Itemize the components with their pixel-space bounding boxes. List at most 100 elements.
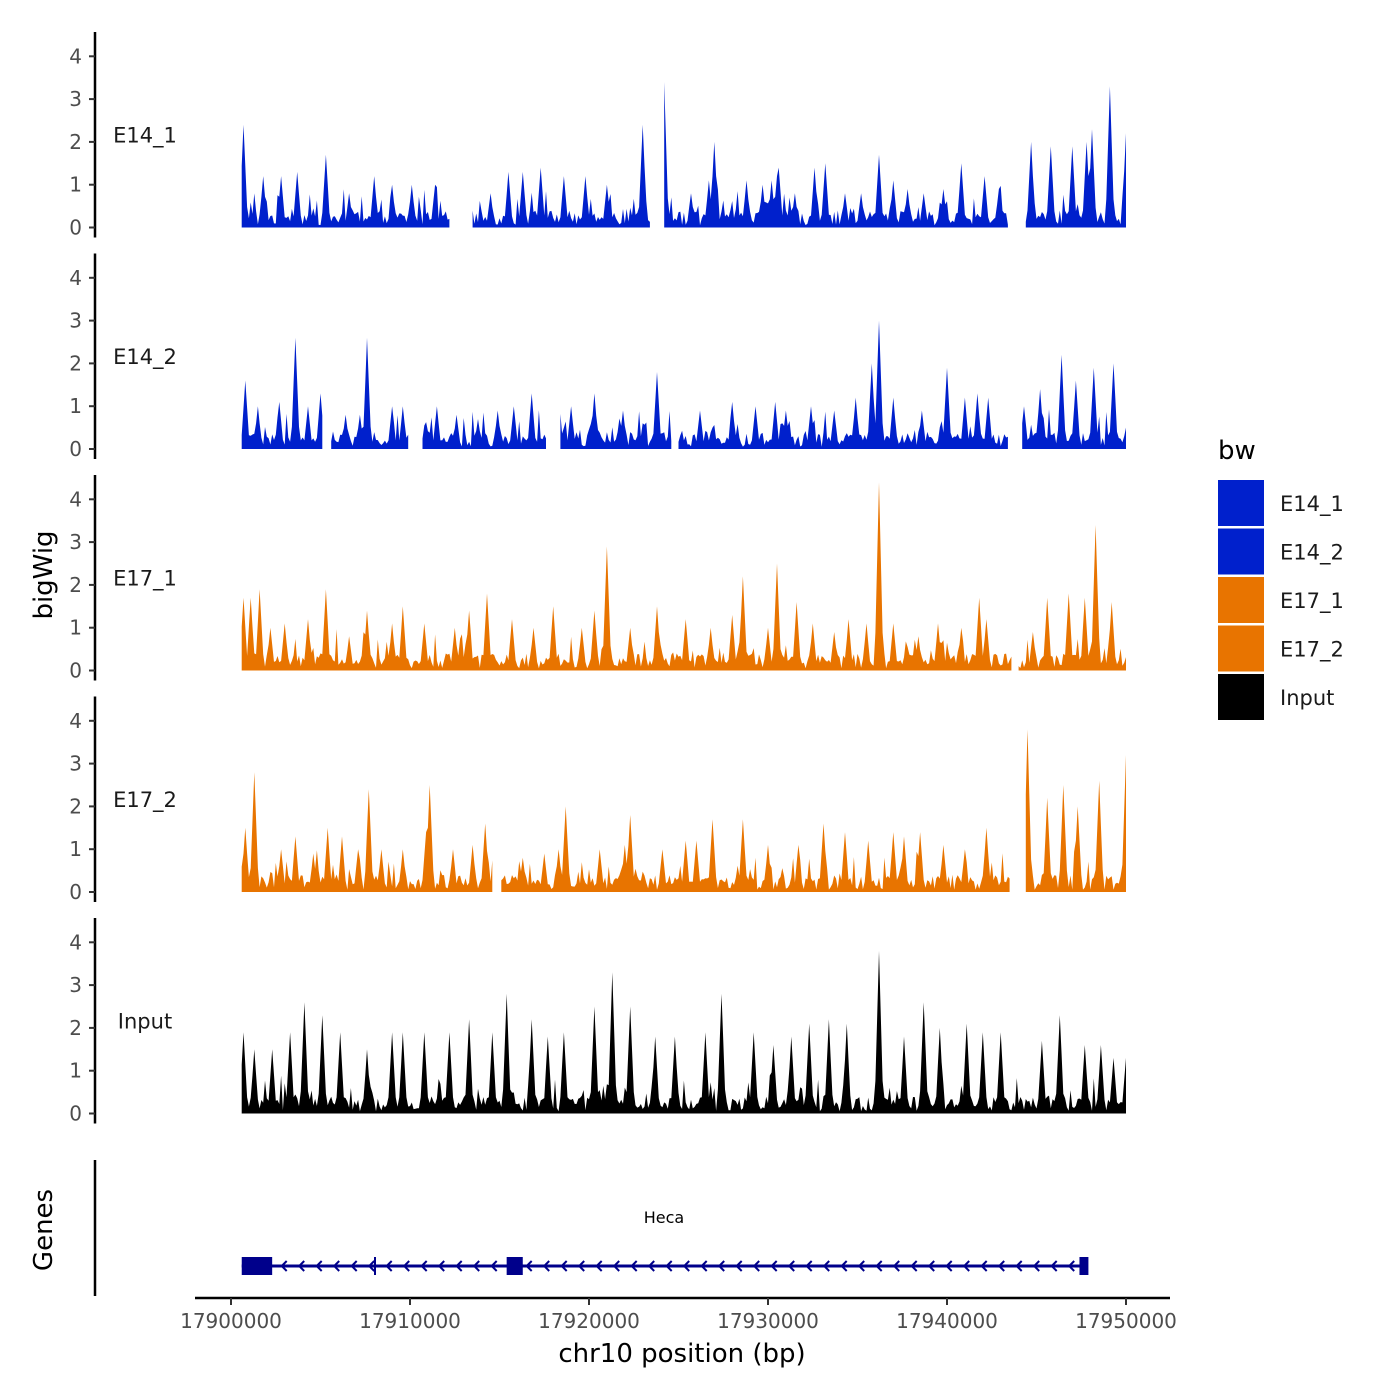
strand-arrow xyxy=(630,1260,638,1272)
strand-arrow xyxy=(402,1260,410,1272)
strand-arrow xyxy=(840,1260,848,1272)
x-axis-title: chr10 position (bp) xyxy=(558,1339,805,1369)
strand-arrow xyxy=(717,1260,725,1272)
strand-arrow xyxy=(297,1260,305,1272)
signal-area-Input xyxy=(241,950,1126,1114)
track-E17_1: 0 1 2 3 4 E17_1 xyxy=(69,475,1126,683)
track-E14_1: 0 1 2 3 4 E14_1 xyxy=(69,32,1126,240)
y-tick-label: 1 xyxy=(69,394,82,418)
y-tick-label: 2 xyxy=(69,1016,82,1040)
strand-arrow xyxy=(472,1260,480,1272)
strand-arrow xyxy=(612,1260,620,1272)
x-tick-label: 17940000 xyxy=(896,1309,998,1333)
strand-arrow xyxy=(385,1260,393,1272)
strand-arrow xyxy=(1067,1260,1075,1272)
legend-title: bw xyxy=(1218,436,1256,466)
strand-arrow xyxy=(280,1260,288,1272)
strand-arrow xyxy=(665,1260,673,1272)
x-tick-label: 17900000 xyxy=(180,1309,282,1333)
y-tick-label: 3 xyxy=(69,87,82,111)
y-tick-label: 2 xyxy=(69,351,82,375)
y-tick-label: 3 xyxy=(69,530,82,554)
signal-area-E17_2 xyxy=(241,729,1126,892)
y-tick-label: 3 xyxy=(69,973,82,997)
y-tick-label: 1 xyxy=(69,173,82,197)
strand-arrow xyxy=(455,1260,463,1272)
gene-track: Heca xyxy=(93,1160,1089,1296)
legend-label-Input: Input xyxy=(1280,686,1334,710)
strand-arrow xyxy=(945,1260,953,1272)
y-tick-label: 0 xyxy=(69,880,82,904)
track-label: E17_2 xyxy=(113,788,177,813)
y-tick-label: 1 xyxy=(69,837,82,861)
strand-arrow xyxy=(997,1260,1005,1272)
gene-exon xyxy=(506,1257,523,1275)
x-axis: 17900000 17910000 17920000 17930000 17940000… xyxy=(180,1296,1177,1333)
strand-arrow xyxy=(962,1260,970,1272)
y-tick-label: 1 xyxy=(69,616,82,640)
strand-arrow xyxy=(350,1260,358,1272)
y-tick-label: 0 xyxy=(69,437,82,461)
y-tick-label: 3 xyxy=(69,309,82,333)
y-tick-label: 2 xyxy=(69,130,82,154)
strand-arrow xyxy=(1015,1260,1023,1272)
strand-arrow xyxy=(525,1260,533,1272)
genes-axis-title: Genes xyxy=(29,1189,59,1271)
x-tick-label: 17950000 xyxy=(1075,1309,1177,1333)
strand-arrow xyxy=(752,1260,760,1272)
y-tick-label: 0 xyxy=(69,1102,82,1126)
legend-swatch-E17_1 xyxy=(1218,577,1264,623)
track-label: Input xyxy=(118,1010,172,1034)
strand-arrow xyxy=(437,1260,445,1272)
legend-label-E17_1: E17_1 xyxy=(1280,589,1344,614)
strand-arrow xyxy=(892,1260,900,1272)
legend-label-E17_2: E17_2 xyxy=(1280,638,1344,663)
strand-arrow xyxy=(315,1260,323,1272)
strand-arrow xyxy=(1032,1260,1040,1272)
track-label: E14_1 xyxy=(113,124,177,149)
strand-arrow xyxy=(577,1260,585,1272)
y-tick-label: 4 xyxy=(69,930,82,954)
track-label: E17_1 xyxy=(113,567,177,592)
legend-label-E14_2: E14_2 xyxy=(1280,541,1344,566)
strand-arrow xyxy=(647,1260,655,1272)
x-tick-label: 17920000 xyxy=(538,1309,640,1333)
strand-arrow xyxy=(805,1260,813,1272)
y-tick-label: 2 xyxy=(69,573,82,597)
strand-arrow xyxy=(927,1260,935,1272)
x-tick-label: 17910000 xyxy=(359,1309,461,1333)
track-label: E14_2 xyxy=(113,345,177,370)
y-tick-label: 0 xyxy=(69,216,82,240)
y-tick-label: 4 xyxy=(69,709,82,733)
signal-area-E17_1 xyxy=(241,482,1126,671)
strand-arrow xyxy=(367,1260,375,1272)
gene-name-label: Heca xyxy=(644,1208,684,1227)
bigwig-tracks: 0 1 2 3 4 E14_1 0 1 2 3 4 E14_2 0 1 2 3 4 E17_1 0 1 2 3 4 E17_2… xyxy=(69,32,1126,1126)
strand-arrow xyxy=(787,1260,795,1272)
legend-label-E14_1: E14_1 xyxy=(1280,492,1344,517)
signal-area-E14_2 xyxy=(241,320,1126,449)
strand-arrow xyxy=(980,1260,988,1272)
y-tick-label: 1 xyxy=(69,1059,82,1083)
strand-arrow xyxy=(682,1260,690,1272)
y-tick-label: 2 xyxy=(69,794,82,818)
strand-arrow xyxy=(595,1260,603,1272)
signal-area-E14_1 xyxy=(241,82,1126,228)
strand-arrow xyxy=(420,1260,428,1272)
strand-arrow xyxy=(560,1260,568,1272)
strand-arrow xyxy=(542,1260,550,1272)
y-tick-label: 4 xyxy=(69,266,82,290)
gene-exon xyxy=(241,1257,273,1275)
strand-arrow xyxy=(735,1260,743,1272)
y-axis-title: bigWig xyxy=(29,530,59,619)
strand-arrow xyxy=(1050,1260,1058,1272)
track-Input: 0 1 2 3 4 Input xyxy=(69,918,1126,1126)
legend-swatch-E17_2 xyxy=(1218,625,1264,672)
track-E14_2: 0 1 2 3 4 E14_2 xyxy=(69,253,1126,461)
gene-exon xyxy=(1079,1257,1089,1275)
strand-arrow xyxy=(490,1260,498,1272)
legend-swatch-Input xyxy=(1218,674,1264,720)
x-tick-label: 17930000 xyxy=(717,1309,819,1333)
legend-swatch-E14_1 xyxy=(1218,480,1264,526)
